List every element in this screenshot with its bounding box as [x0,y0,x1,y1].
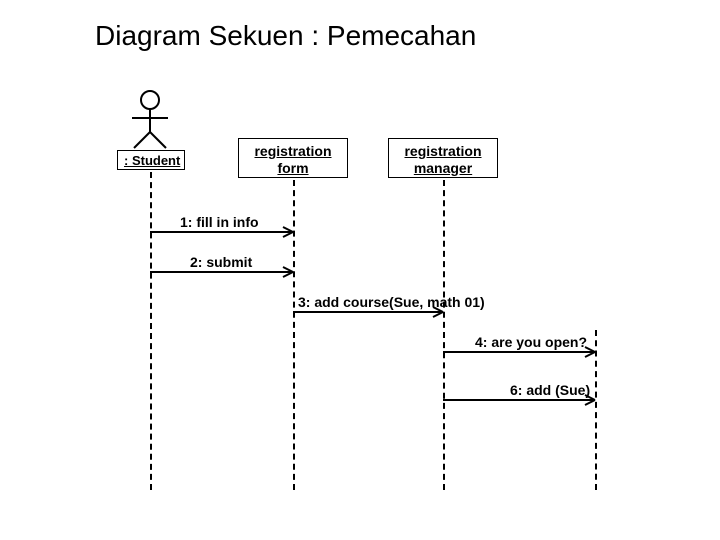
object-registration-manager: registration manager [388,138,498,178]
message-3-label: 3: add course(Sue, math 01) [298,294,485,310]
lifeline-student [150,172,152,490]
diagram-svg [0,0,720,540]
object-label-line1: registration [254,143,331,159]
object-label-line2: manager [414,160,472,176]
message-6-label: 6: add (Sue) [510,382,590,398]
actor-student-box: : Student [117,150,185,170]
lifeline-registration-manager [443,180,445,490]
message-2-label: 2: submit [190,254,252,270]
object-registration-form: registration form [238,138,348,178]
object-label-line1: registration [404,143,481,159]
object-label-line2: form [277,160,308,176]
message-4-label: 4: are you open? [475,334,587,350]
message-1-label: 1: fill in info [180,214,259,230]
lifeline-registration-form [293,180,295,490]
lifeline-external [595,330,597,490]
